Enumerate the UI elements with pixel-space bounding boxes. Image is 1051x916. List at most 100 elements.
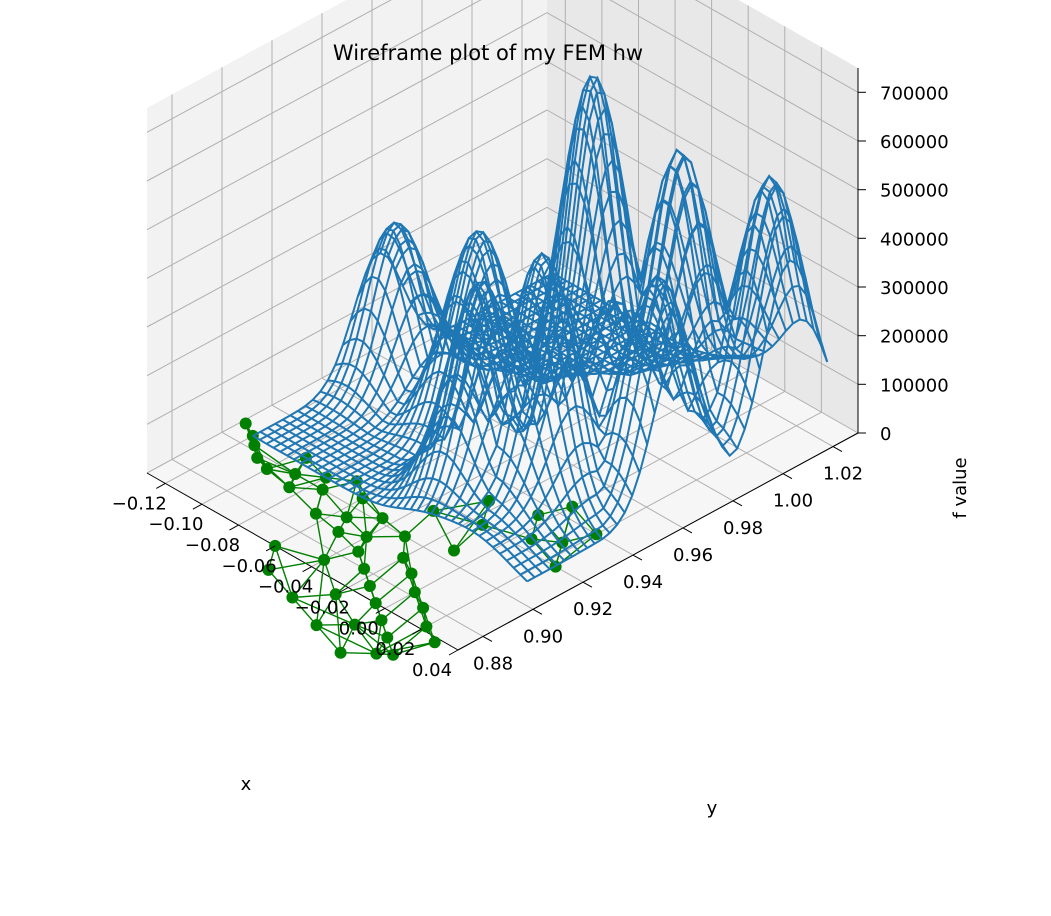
- mesh-edge: [288, 486, 317, 515]
- z-tick-label: 0: [880, 424, 891, 445]
- mesh-node: [289, 468, 302, 480]
- mesh-edge: [268, 559, 325, 571]
- chart-title: Wireframe plot of my FEM hw: [333, 41, 643, 65]
- z-tick-label: 600000: [880, 132, 949, 153]
- mesh-node: [420, 620, 433, 633]
- x-tick-mark: [192, 503, 203, 510]
- wireframe-line-y: [507, 189, 784, 371]
- y-tick-mark: [532, 608, 543, 615]
- mesh-edge: [386, 607, 424, 639]
- grid-line-z: [694, 0, 859, 93]
- wireframe-line-y: [522, 181, 799, 366]
- y-tick-mark: [482, 635, 493, 642]
- mesh-node: [408, 586, 421, 599]
- mesh-node: [260, 463, 273, 475]
- wireframe-line-y: [544, 276, 821, 361]
- grid-line-x: [311, 349, 712, 568]
- mesh-edge: [404, 510, 434, 537]
- mesh-node: [251, 451, 264, 464]
- wireframe-line-y: [252, 435, 528, 583]
- wireframe-line-y: [432, 75, 709, 413]
- mesh-node: [363, 580, 376, 592]
- grid-line-z: [146, 0, 392, 133]
- wireframe-line-y: [335, 259, 611, 534]
- mesh-edge: [274, 545, 294, 598]
- wireframe-line-y: [297, 333, 573, 558]
- axis-line: [146, 472, 459, 651]
- x-axis-label: x: [241, 774, 252, 795]
- y-tick-label: 0.88: [473, 653, 513, 674]
- mesh-node: [334, 646, 347, 659]
- back-pane: [147, 0, 547, 473]
- x-tick-mark: [156, 482, 166, 489]
- z-tick-label: 500000: [880, 181, 949, 202]
- y-axis-label: y: [707, 798, 718, 819]
- mesh-edge: [274, 545, 325, 561]
- x-tick-label: −0.12: [112, 493, 167, 514]
- wireframe-line-y: [492, 182, 769, 377]
- mesh-edge: [322, 489, 348, 518]
- mesh-node: [381, 631, 394, 644]
- mesh-node: [417, 601, 430, 614]
- x-tick-mark: [412, 628, 422, 635]
- mesh-edge: [354, 624, 394, 656]
- x-tick-mark: [448, 649, 459, 656]
- wireframe-line-y: [529, 207, 806, 364]
- mesh-node: [352, 545, 365, 558]
- y-tick-label: 0.96: [673, 545, 713, 566]
- mesh-node: [358, 562, 371, 575]
- x-tick-mark: [338, 587, 349, 593]
- mesh-edge: [392, 641, 435, 656]
- mesh-node: [283, 481, 296, 494]
- mesh-node: [369, 597, 382, 610]
- wireframe-line-y: [447, 158, 724, 448]
- mesh-edge: [266, 457, 307, 470]
- z-tick-label: 400000: [880, 229, 949, 250]
- grid-line-z: [609, 0, 859, 142]
- mesh-edge: [381, 591, 416, 621]
- mesh-edge: [323, 559, 337, 595]
- mesh-edge: [291, 597, 318, 626]
- mesh-node: [428, 636, 441, 649]
- z-axis-label: f value: [950, 457, 971, 518]
- wireframe-line-y: [349, 264, 626, 514]
- mesh-node: [448, 544, 460, 557]
- y-tick-label: 1.02: [823, 464, 863, 485]
- grid-line-z: [146, 12, 548, 231]
- mesh-edge: [453, 500, 490, 551]
- x-tick-label: −0.02: [295, 598, 350, 619]
- mesh-edge: [267, 569, 293, 598]
- mesh-node: [329, 588, 342, 601]
- wireframe-line-y: [417, 104, 694, 373]
- mesh-edge: [369, 557, 404, 587]
- z-tick-label: 700000: [880, 83, 949, 104]
- mesh-edge: [315, 624, 342, 654]
- x-tick-mark: [302, 566, 312, 573]
- grid-line-z: [146, 206, 548, 425]
- mesh-edge: [315, 513, 325, 561]
- wireframe-line-y: [371, 227, 649, 445]
- x-tick-mark: [375, 607, 386, 614]
- wireframe-line-y: [537, 244, 814, 362]
- wireframe-line-y: [454, 218, 731, 457]
- mesh-edge: [453, 524, 483, 552]
- wireframe-line-y: [379, 221, 656, 414]
- axis-line: [457, 432, 859, 651]
- mesh-node: [340, 511, 353, 524]
- wireframe-line-y: [439, 106, 716, 433]
- mesh-node: [318, 553, 331, 566]
- grid-line-y: [171, 458, 484, 637]
- wireframe-line-y: [552, 272, 829, 363]
- z-tick-label: 100000: [880, 375, 949, 396]
- mesh-node: [397, 551, 410, 564]
- wireframe-line-y: [267, 426, 543, 574]
- y-tick-label: 0.94: [623, 572, 663, 593]
- wireframe-line-y: [319, 280, 596, 545]
- y-tick-mark: [832, 446, 843, 453]
- grid-line-z: [546, 12, 859, 191]
- mesh-node: [239, 417, 252, 430]
- mesh-node: [262, 563, 275, 576]
- y-tick-mark: [732, 500, 743, 507]
- mesh-node: [316, 483, 329, 496]
- mesh-node: [310, 619, 323, 632]
